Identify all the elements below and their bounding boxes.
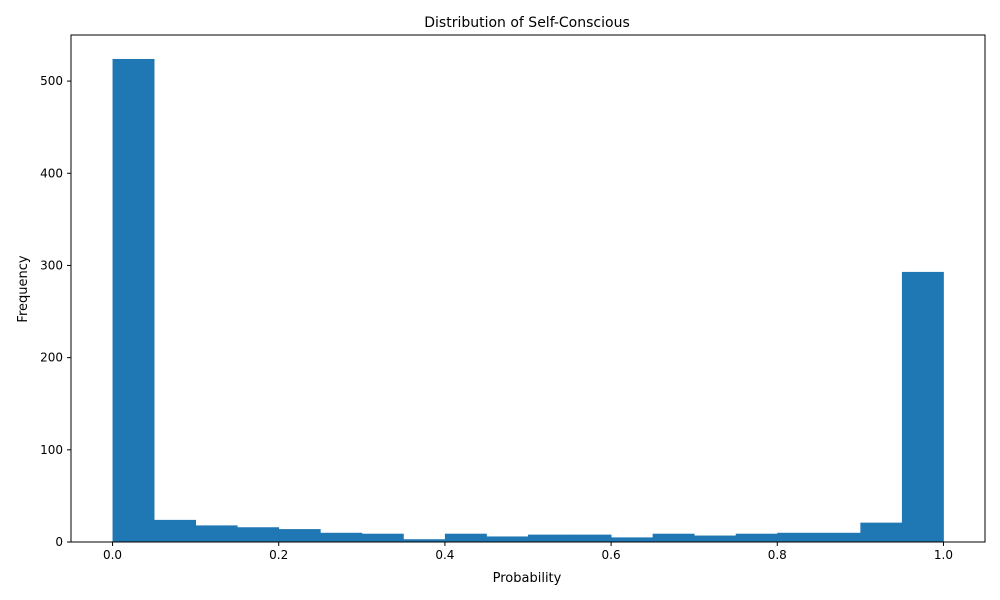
histogram-bar [569, 534, 612, 542]
histogram-bar [735, 533, 778, 542]
y-tick-label: 200 [40, 351, 63, 365]
histogram-bar [860, 522, 903, 542]
histogram-bar [403, 539, 446, 542]
bars-group [112, 58, 944, 542]
histogram-bar [237, 527, 280, 542]
histogram-bar [320, 532, 363, 542]
x-tick-label: 0.8 [768, 548, 787, 562]
axes-group: 0.0 0.2 0.4 0.6 0.8 1.0 0 100 200 300 400 500 [40, 34, 986, 562]
x-tick-label: 0.6 [602, 548, 621, 562]
histogram-bar [611, 537, 654, 542]
histogram-bar [112, 58, 155, 542]
plot-frame [70, 34, 986, 543]
histogram-bar [652, 533, 695, 542]
histogram-bar [361, 533, 404, 542]
y-tick-label: 400 [40, 166, 63, 180]
y-tick-label: 0 [55, 535, 63, 549]
y-tick-label: 300 [40, 258, 63, 272]
histogram-bar [694, 535, 737, 542]
histogram-bar [154, 519, 197, 542]
x-tick-label: 0.2 [269, 548, 288, 562]
y-tick-label: 500 [40, 74, 63, 88]
x-tick-label: 0.4 [435, 548, 454, 562]
histogram-bar [195, 525, 238, 542]
y-tick-label: 100 [40, 443, 63, 457]
histogram-bar [486, 536, 529, 542]
histogram-bar [278, 529, 321, 542]
y-axis-label: Frequency [16, 255, 31, 322]
histogram-bar [528, 534, 570, 542]
histogram-bar [444, 533, 487, 542]
histogram-bar [901, 271, 944, 542]
histogram-bar [818, 532, 861, 542]
histogram-bar [777, 532, 820, 542]
x-tick-label: 1.0 [934, 548, 953, 562]
x-tick-label: 0.0 [103, 548, 122, 562]
x-axis-label: Probability [493, 571, 562, 586]
chart-title: Distribution of Self-Conscious [424, 15, 630, 31]
